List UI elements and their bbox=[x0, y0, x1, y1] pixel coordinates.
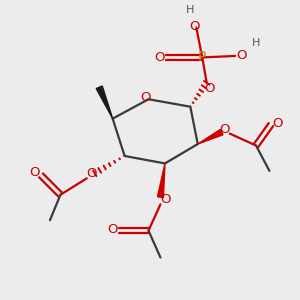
Text: O: O bbox=[160, 193, 171, 206]
Text: P: P bbox=[198, 50, 206, 64]
Text: O: O bbox=[107, 223, 117, 236]
Polygon shape bbox=[96, 86, 113, 118]
Text: O: O bbox=[272, 117, 283, 130]
Text: O: O bbox=[86, 167, 97, 180]
Polygon shape bbox=[158, 164, 165, 198]
Text: O: O bbox=[140, 91, 151, 104]
Polygon shape bbox=[198, 129, 223, 144]
Text: O: O bbox=[236, 50, 247, 62]
Text: O: O bbox=[205, 82, 215, 95]
Text: O: O bbox=[29, 166, 40, 179]
Text: O: O bbox=[154, 51, 165, 64]
Text: H: H bbox=[252, 38, 260, 47]
Text: O: O bbox=[190, 20, 200, 33]
Text: O: O bbox=[219, 123, 230, 136]
Text: H: H bbox=[186, 5, 194, 15]
